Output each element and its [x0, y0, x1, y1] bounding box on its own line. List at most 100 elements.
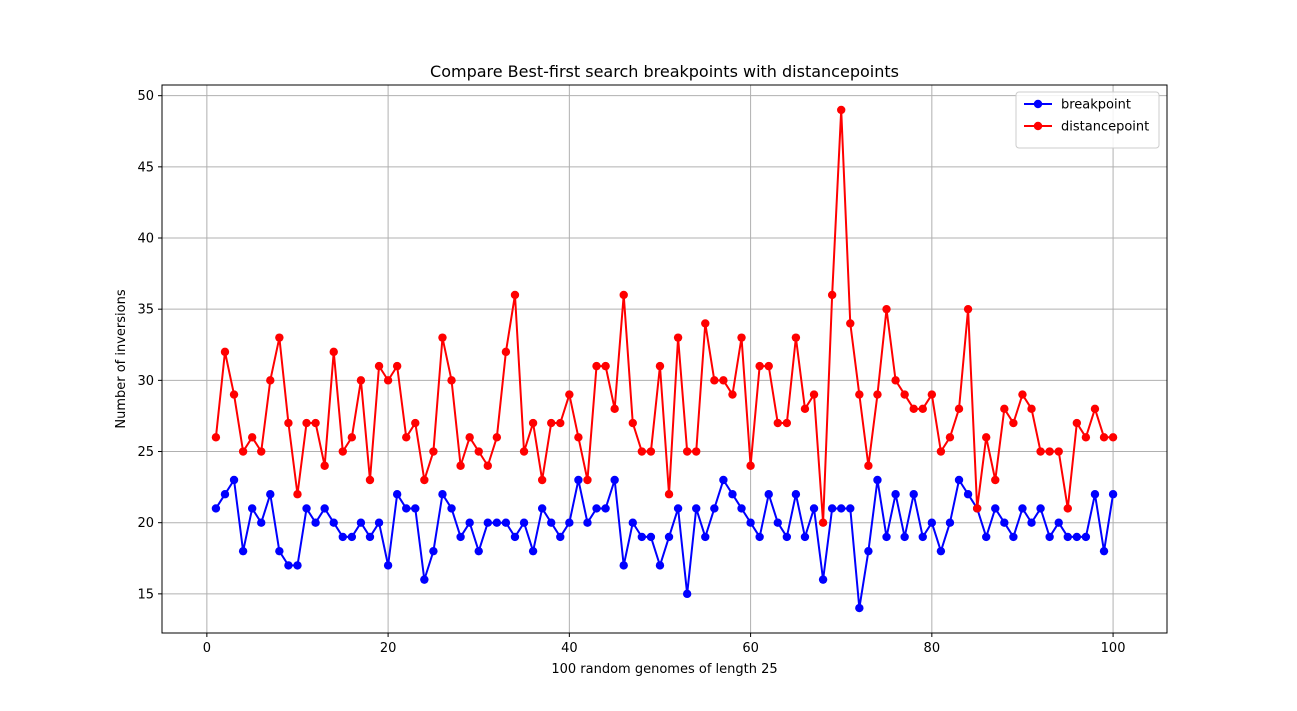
chart-title: Compare Best-first search breakpoints wi…: [430, 62, 899, 81]
data-point-distancepoint: [701, 319, 710, 328]
data-point-distancepoint: [900, 390, 909, 399]
legend-swatch-marker: [1033, 99, 1043, 109]
series-breakpoint: [211, 475, 1118, 613]
y-tick-label: 45: [137, 160, 154, 175]
legend: breakpoint distancepoint: [1015, 91, 1160, 149]
data-point-distancepoint: [719, 376, 728, 385]
data-point-distancepoint: [710, 376, 719, 385]
data-point-breakpoint: [311, 518, 320, 527]
data-point-breakpoint: [927, 518, 937, 527]
data-point-distancepoint: [347, 433, 357, 442]
data-point-breakpoint: [1072, 532, 1082, 542]
data-point-distancepoint: [229, 390, 239, 399]
series-distancepoint: [211, 105, 1118, 527]
data-point-breakpoint: [1018, 504, 1027, 513]
data-point-distancepoint: [827, 290, 837, 300]
data-point-breakpoint: [791, 490, 801, 499]
data-point-distancepoint: [284, 418, 293, 428]
data-point-distancepoint: [1063, 504, 1072, 513]
data-point-breakpoint: [909, 490, 918, 499]
y-tick-label: 25: [137, 445, 154, 460]
x-tick-label: 80: [924, 641, 941, 656]
y-axis-label: Number of inversions: [114, 289, 129, 428]
data-point-breakpoint: [719, 475, 728, 485]
legend-label: distancepoint: [1061, 120, 1149, 135]
data-point-breakpoint: [537, 504, 547, 513]
data-point-breakpoint: [610, 475, 619, 485]
data-point-breakpoint: [900, 532, 909, 542]
data-point-distancepoint: [338, 447, 347, 456]
data-point-breakpoint: [456, 532, 465, 542]
data-point-distancepoint: [918, 404, 927, 414]
data-point-distancepoint: [818, 518, 828, 527]
data-point-breakpoint: [247, 504, 257, 513]
data-point-breakpoint: [873, 475, 882, 485]
data-point-distancepoint: [547, 418, 556, 428]
data-point-breakpoint: [465, 518, 474, 527]
data-point-distancepoint: [574, 433, 583, 442]
data-point-distancepoint: [773, 418, 782, 428]
data-point-breakpoint: [501, 518, 511, 527]
data-point-breakpoint: [945, 518, 955, 527]
x-axis-label: 100 random genomes of length 25: [551, 662, 777, 677]
y-tick-label: 30: [137, 374, 154, 389]
data-point-breakpoint: [229, 475, 239, 485]
data-point-distancepoint: [963, 304, 973, 314]
data-point-breakpoint: [846, 504, 855, 513]
data-point-breakpoint: [374, 518, 384, 527]
legend-label: breakpoint: [1061, 98, 1131, 113]
data-point-distancepoint: [1045, 447, 1054, 456]
data-point-breakpoint: [238, 546, 248, 556]
series-line-breakpoint: [215, 478, 1115, 610]
data-point-distancepoint: [991, 475, 1000, 485]
data-point-breakpoint: [809, 504, 819, 513]
data-point-breakpoint: [266, 490, 275, 499]
data-point-breakpoint: [855, 603, 864, 613]
x-tick-label: 0: [203, 641, 211, 656]
data-point-breakpoint: [556, 532, 565, 542]
data-point-breakpoint: [519, 518, 529, 527]
data-point-distancepoint: [356, 376, 366, 385]
data-point-breakpoint: [882, 532, 891, 542]
data-point-breakpoint: [737, 504, 746, 513]
data-point-distancepoint: [565, 390, 574, 399]
data-point-distancepoint: [447, 376, 456, 385]
data-point-distancepoint: [637, 447, 647, 456]
data-point-distancepoint: [655, 361, 665, 371]
data-point-distancepoint: [492, 433, 502, 442]
data-point-breakpoint: [547, 518, 556, 527]
data-point-distancepoint: [673, 333, 683, 342]
data-point-breakpoint: [628, 518, 637, 527]
data-point-breakpoint: [275, 546, 284, 556]
data-point-distancepoint: [483, 461, 492, 470]
data-point-distancepoint: [927, 390, 937, 399]
legend-box: [1015, 91, 1160, 149]
data-point-breakpoint: [936, 546, 946, 556]
data-point-distancepoint: [501, 347, 511, 357]
axis-ticks: 0 20 40 60 80 100 15 20 25 30 35 40 45 50: [137, 89, 1125, 656]
data-point-distancepoint: [1018, 390, 1027, 399]
data-point-breakpoint: [583, 518, 592, 527]
data-point-distancepoint: [873, 390, 882, 399]
data-point-distancepoint: [791, 333, 801, 342]
data-point-distancepoint: [692, 447, 701, 456]
data-point-distancepoint: [782, 418, 792, 428]
data-point-breakpoint: [682, 589, 692, 599]
data-point-distancepoint: [764, 361, 773, 371]
data-point-distancepoint: [954, 404, 964, 414]
data-point-distancepoint: [365, 475, 375, 485]
data-point-breakpoint: [492, 518, 502, 527]
data-point-breakpoint: [1036, 504, 1045, 513]
data-point-breakpoint: [392, 490, 402, 499]
data-point-distancepoint: [392, 361, 402, 371]
data-point-distancepoint: [982, 433, 991, 442]
data-point-breakpoint: [574, 475, 583, 485]
data-point-breakpoint: [1027, 518, 1036, 527]
data-point-distancepoint: [882, 304, 891, 314]
data-point-distancepoint: [456, 461, 465, 470]
data-point-distancepoint: [238, 447, 248, 456]
data-point-distancepoint: [682, 447, 692, 456]
data-point-breakpoint: [637, 532, 647, 542]
data-point-breakpoint: [864, 546, 873, 556]
